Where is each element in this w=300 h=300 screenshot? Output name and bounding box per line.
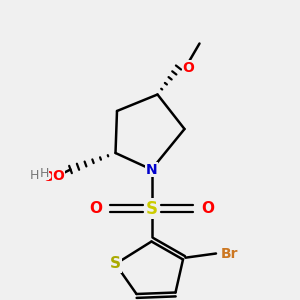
Text: H: H (30, 169, 39, 182)
Text: O: O (89, 201, 102, 216)
Text: O: O (201, 201, 214, 216)
Text: O: O (42, 170, 54, 184)
Text: H: H (39, 167, 49, 180)
Text: O: O (182, 61, 194, 74)
Text: Br: Br (220, 247, 238, 260)
Text: O: O (52, 169, 64, 182)
Text: S: S (110, 256, 121, 272)
Text: N: N (146, 163, 157, 176)
Text: S: S (146, 200, 158, 217)
